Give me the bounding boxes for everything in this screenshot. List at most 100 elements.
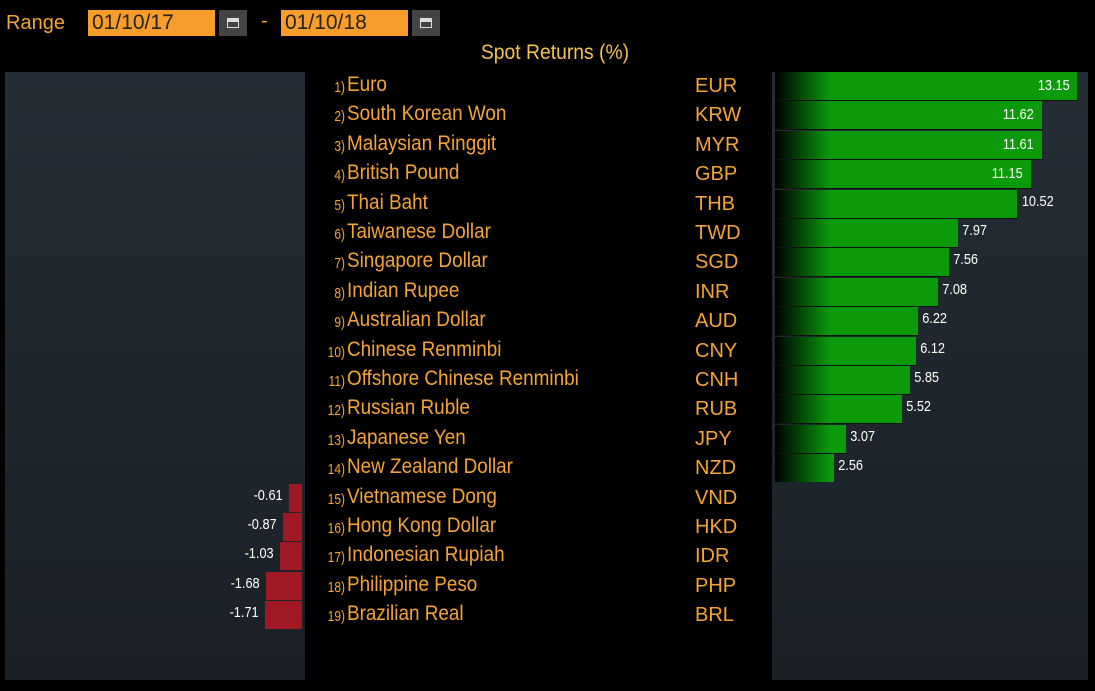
value-label: 6.22	[922, 310, 948, 328]
currency-code: SGD	[695, 251, 739, 274]
start-calendar-button[interactable]	[219, 10, 247, 36]
negative-panel	[5, 72, 305, 680]
bar-negative	[265, 571, 302, 600]
range-separator: -	[261, 10, 268, 32]
currency-name: Japanese Yen	[347, 425, 466, 449]
bar-positive	[775, 72, 1078, 100]
row-number: 19)	[327, 608, 345, 626]
value-label: 2.56	[838, 457, 863, 475]
bar-positive	[775, 160, 1032, 189]
row-number: 13)	[327, 431, 345, 449]
chart-title: Spot Returns (%)	[480, 41, 630, 64]
currency-code: KRW	[695, 104, 742, 127]
row-number: 17)	[327, 549, 345, 567]
end-calendar-button[interactable]	[412, 10, 440, 36]
row-number: 14)	[327, 461, 345, 479]
row-number: 6)	[334, 226, 345, 243]
value-label: 13.15	[1038, 77, 1071, 94]
bar-positive	[775, 219, 959, 247]
value-label: -0.87	[247, 516, 277, 533]
row-number: 7)	[334, 255, 345, 273]
bar-positive	[775, 248, 949, 277]
currency-code: JPY	[695, 427, 732, 450]
value-label: 11.62	[1002, 106, 1034, 124]
bar-separator	[775, 247, 960, 248]
currency-name: Russian Ruble	[347, 396, 470, 420]
bar-positive	[775, 395, 902, 424]
bar-separator	[775, 452, 847, 454]
bar-separator	[775, 188, 1033, 190]
row-number: 11)	[328, 373, 345, 390]
currency-code: AUD	[695, 310, 738, 333]
bar-separator	[775, 423, 903, 425]
value-label: 11.15	[992, 165, 1024, 183]
bar-separator	[775, 100, 1079, 101]
value-label: 7.56	[953, 251, 978, 269]
currency-code: EUR	[695, 75, 738, 97]
currency-code: GBP	[695, 163, 738, 186]
calendar-icon	[227, 18, 239, 28]
currency-code: THB	[695, 192, 735, 215]
currency-code: CNY	[695, 339, 738, 362]
bar-separator	[775, 394, 911, 395]
value-label: 11.61	[1002, 135, 1034, 153]
currency-code: VND	[695, 486, 738, 509]
bar-negative	[279, 542, 302, 571]
currency-code: HKD	[695, 516, 738, 538]
currency-name: Hong Kong Dollar	[347, 514, 497, 537]
value-label: 5.85	[913, 369, 939, 386]
value-label: 7.08	[942, 280, 967, 298]
currency-name: Indonesian Rupiah	[347, 543, 505, 567]
start-date-input[interactable]: 01/10/17	[88, 10, 215, 36]
value-label: 6.12	[919, 339, 945, 357]
currency-code: NZD	[695, 457, 737, 480]
bar-separator	[775, 335, 920, 337]
currency-name: Philippine Peso	[347, 572, 478, 596]
bar-positive	[775, 424, 846, 453]
currency-name: Thai Baht	[347, 190, 428, 214]
value-label: -1.68	[230, 574, 260, 592]
bar-positive	[775, 277, 938, 306]
bar-positive	[775, 130, 1043, 159]
bar-negative	[288, 483, 302, 512]
bar-separator	[775, 158, 1044, 160]
row-number: 15)	[327, 490, 345, 508]
value-label: 3.07	[849, 427, 875, 445]
currency-name: Brazilian Real	[347, 602, 464, 626]
currency-name: Vietnamese Dong	[347, 484, 497, 508]
bar-positive	[775, 366, 910, 394]
bar-positive	[775, 454, 834, 483]
row-number: 4)	[334, 167, 345, 185]
row-number: 10)	[327, 343, 345, 361]
bar-negative	[283, 513, 302, 541]
row-number: 8)	[334, 284, 345, 302]
currency-name: Taiwanese Dollar	[347, 220, 491, 243]
end-date-input[interactable]: 01/10/18	[281, 10, 408, 36]
bar-positive	[775, 307, 919, 336]
currency-code: CNH	[695, 369, 739, 391]
value-label: -1.71	[229, 604, 259, 622]
value-label: 10.52	[1021, 192, 1054, 210]
row-number: 18)	[327, 578, 345, 596]
row-number: 3)	[334, 137, 345, 155]
currency-name: Euro	[347, 73, 387, 96]
bar-positive	[775, 336, 916, 365]
currency-name: South Korean Won	[347, 102, 507, 126]
bar-separator	[775, 129, 1044, 131]
currency-code: INR	[695, 280, 730, 303]
bar-negative	[265, 601, 302, 630]
bar-separator	[775, 217, 1018, 219]
currency-code: IDR	[695, 545, 730, 568]
currency-name: Indian Rupee	[347, 278, 460, 302]
currency-name: Singapore Dollar	[347, 249, 488, 273]
range-label: Range	[6, 12, 65, 34]
row-number: 9)	[334, 314, 345, 332]
row-number: 12)	[327, 402, 345, 420]
currency-name: Chinese Renminbi	[347, 337, 502, 361]
currency-code: BRL	[695, 604, 734, 627]
currency-code: TWD	[695, 222, 741, 244]
value-label: 7.97	[962, 222, 988, 239]
value-label: -0.61	[253, 486, 283, 504]
currency-name: New Zealand Dollar	[347, 455, 513, 479]
